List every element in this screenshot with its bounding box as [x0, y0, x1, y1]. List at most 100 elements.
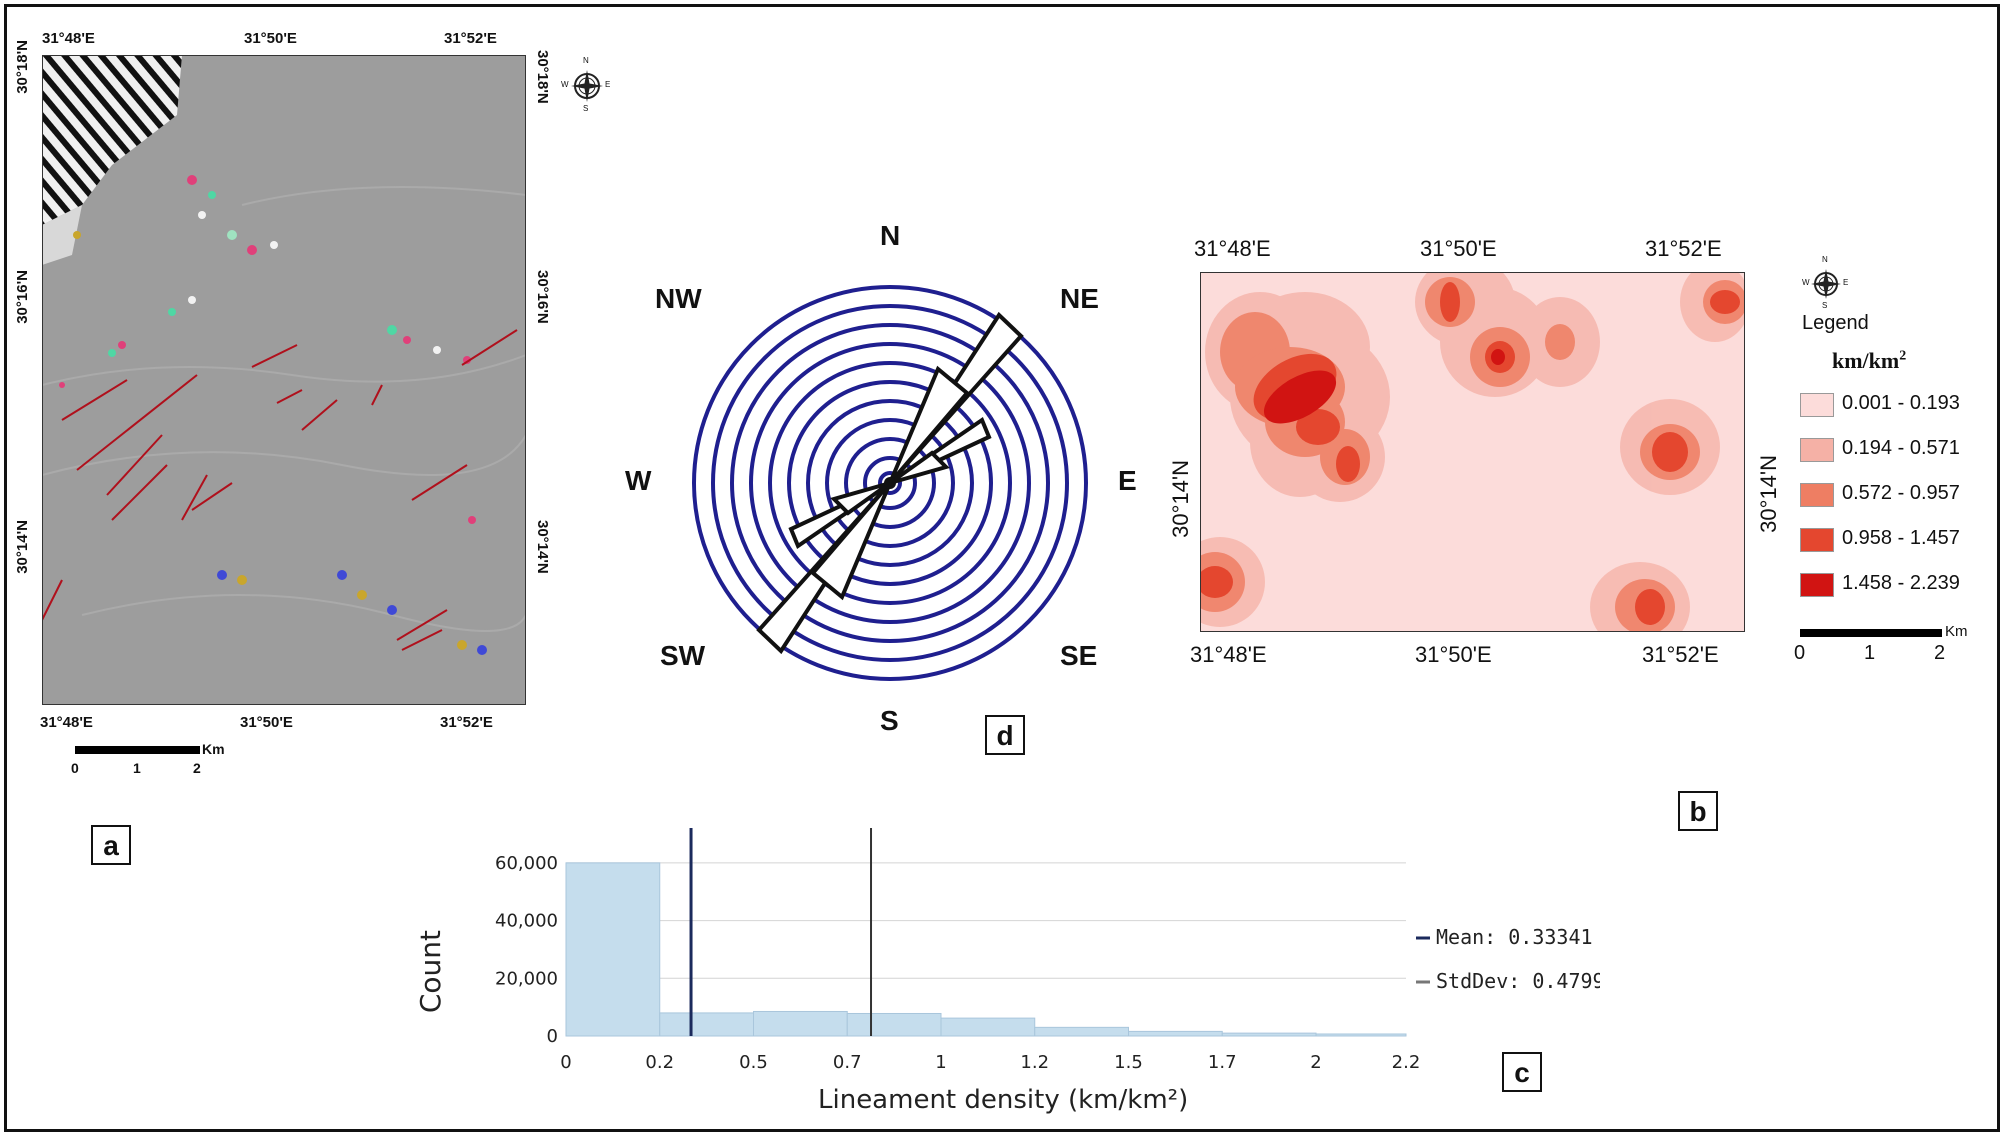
right-coord-1: 30°18'N	[534, 50, 551, 104]
histogram-bar	[846, 1012, 942, 1037]
x-tick-label: 1.5	[1114, 1052, 1143, 1073]
top-coord-1: 31°48'E	[42, 30, 95, 47]
histogram-bar	[1315, 1033, 1407, 1037]
histogram-bar	[1128, 1030, 1223, 1037]
y-tick-label: 60,000	[495, 853, 558, 874]
y-tick-label: 0	[547, 1026, 558, 1047]
rose-label-w: W	[625, 465, 652, 496]
density-histogram: 0 20,000 40,000 60,000 0 0.2 0.5 0.7 1 1.2 1.5 1.7 2…	[495, 828, 1600, 1073]
y-tick-label: 40,000	[495, 911, 558, 932]
panel-c: 0 20,000 40,000 60,000 0 0.2 0.5 0.7 1 1.2 1.5 1.7 2…	[400, 800, 1600, 1130]
x-tick-label: 1.7	[1208, 1052, 1237, 1073]
panel-a: 31°48'E 31°50'E 31°52'E 31°48'E 31°50'E …	[0, 0, 610, 880]
histogram-bar	[940, 1017, 1036, 1037]
b-bottom-coord-3: 31°52'E	[1642, 642, 1719, 667]
rose-label-se: SE	[1060, 640, 1098, 671]
y-axis-label: Count	[414, 930, 447, 1014]
x-tick-label: 0	[560, 1052, 571, 1073]
compass-w: W	[1802, 278, 1810, 287]
compass-n: N	[1822, 255, 1828, 264]
legend-item: 0.958 - 1.457	[1800, 525, 2000, 555]
x-tick-label: 1	[935, 1052, 946, 1073]
x-tick-label: 1.2	[1020, 1052, 1049, 1073]
legend-label: 0.194 - 0.571	[1842, 437, 1960, 459]
b-top-coord-1: 31°48'E	[1194, 236, 1271, 261]
left-coord-3: 30°14'N	[14, 520, 31, 574]
legend-unit-sup: 2	[1899, 348, 1907, 364]
legend-title: Legend	[1802, 312, 1869, 334]
bottom-coord-2: 31°50'E	[240, 714, 293, 731]
scale-unit: Km	[202, 741, 225, 757]
legend-item: 0.572 - 0.957	[1800, 480, 2000, 510]
scale-tick-2: 2	[1934, 642, 1946, 664]
scale-bar	[75, 746, 200, 754]
compass-n: N	[583, 56, 589, 65]
compass-s: S	[1822, 301, 1828, 310]
bottom-coord-3: 31°52'E	[440, 714, 493, 731]
rose-label-s: S	[880, 705, 899, 736]
scale-tick-2: 2	[193, 760, 201, 776]
histogram-bar	[659, 1012, 754, 1037]
x-tick-label: 2	[1310, 1052, 1321, 1073]
legend-swatch	[1800, 483, 1834, 507]
legend-label: 0.572 - 0.957	[1842, 482, 1960, 504]
legend-swatch	[1800, 438, 1834, 462]
x-tick-label: 0.2	[645, 1052, 674, 1073]
b-top-coord-2: 31°50'E	[1420, 236, 1497, 261]
top-coord-3: 31°52'E	[444, 30, 497, 47]
rose-label-sw: SW	[660, 640, 706, 671]
b-bottom-coord-1: 31°48'E	[1190, 642, 1267, 667]
legend-item: 0.001 - 0.193	[1800, 390, 2000, 420]
bottom-coord-1: 31°48'E	[40, 714, 93, 731]
histogram-bar	[1221, 1032, 1317, 1037]
b-top-coord-3: 31°52'E	[1645, 236, 1722, 261]
left-coord-2: 30°16'N	[14, 270, 31, 324]
legend-unit: km/km2	[1832, 348, 1906, 374]
compass-e: E	[605, 80, 611, 89]
panel-label-c: c	[1502, 1052, 1542, 1092]
rose-label-e: E	[1118, 465, 1137, 496]
compass-icon: N S W E	[561, 56, 611, 114]
histogram-bar	[753, 1010, 848, 1037]
rose-label-n: N	[880, 220, 901, 251]
legend-unit-text: km/km	[1832, 348, 1900, 373]
x-tick-label: 0.5	[739, 1052, 768, 1073]
panel-d: N NE E SE S SW W NW d	[600, 200, 1160, 760]
histogram-bar	[1034, 1026, 1129, 1037]
lineament-density-map	[1200, 272, 1745, 632]
scale-tick-1: 1	[133, 760, 141, 776]
top-coord-2: 31°50'E	[244, 30, 297, 47]
right-coord-2: 30°16'N	[534, 270, 551, 324]
b-left-coord: 30°14'N	[1168, 460, 1193, 538]
x-tick-label: 0.7	[833, 1052, 862, 1073]
rose-diagram	[692, 285, 1088, 681]
legend-label: 1.458 - 2.239	[1842, 572, 1960, 594]
scale-tick-0: 0	[71, 760, 79, 776]
x-tick-label: 2.2	[1392, 1052, 1421, 1073]
scale-tick-1: 1	[1864, 642, 1876, 664]
left-coord-1: 30°18'N	[14, 40, 31, 94]
x-axis-label: Lineament density (km/km²)	[818, 1085, 1189, 1115]
y-axis-label-wrap: Count	[414, 930, 447, 1013]
y-tick-label: 20,000	[495, 968, 558, 989]
compass-e: E	[1843, 278, 1849, 287]
legend-item: 1.458 - 2.239	[1800, 570, 2000, 600]
legend-label: 0.958 - 1.457	[1842, 527, 1960, 549]
panel-label-b: b	[1678, 791, 1718, 831]
legend-swatch	[1800, 393, 1834, 417]
scale-bar	[1800, 629, 1942, 637]
legend-item: 0.194 - 0.571	[1800, 435, 2000, 465]
b-right-coord: 30°14'N	[1756, 455, 1781, 533]
b-bottom-coord-2: 31°50'E	[1415, 642, 1492, 667]
legend-label: StdDev: 0.47998	[1436, 969, 1600, 993]
panel-b: 31°48'E 31°50'E 31°52'E 31°48'E 31°50'E …	[1160, 200, 2000, 840]
rose-label-nw: NW	[655, 283, 702, 314]
scale-unit: Km	[1945, 623, 1968, 640]
rose-label-ne: NE	[1060, 283, 1099, 314]
compass-w: W	[561, 80, 569, 89]
legend-label: 0.001 - 0.193	[1842, 392, 1960, 414]
panel-label-a: a	[91, 825, 131, 865]
compass-icon: N S W E	[1802, 255, 1849, 310]
histogram-bar	[565, 862, 661, 1037]
panel-label-d: d	[985, 715, 1025, 755]
